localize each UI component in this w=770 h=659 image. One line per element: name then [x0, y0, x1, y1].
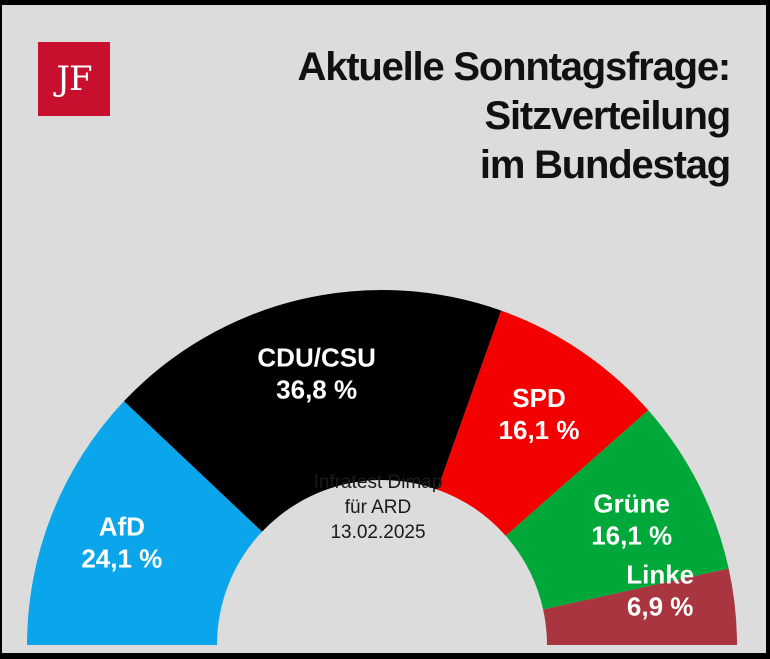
title-line-2: Sitzverteilung — [484, 94, 732, 138]
source-line-2: für ARD — [345, 497, 412, 518]
label-cdu-csu-value: 36,8 % — [276, 375, 357, 405]
label-cdu-csu-name: CDU/CSU — [257, 343, 375, 373]
segment-afd — [27, 401, 263, 645]
chart-card: JF Aktuelle Sonntagsfrage: Sitzverteilun… — [2, 5, 766, 653]
source-line-3: 13.02.2025 — [330, 522, 425, 543]
segment-cdu-csu — [123, 290, 502, 532]
segment-spd — [437, 310, 649, 536]
source-line-1: Infratest Dimap — [314, 472, 443, 493]
chart-title: Aktuelle Sonntagsfrage: Sitzverteilung i… — [170, 43, 732, 190]
jf-logo: JF — [38, 42, 110, 116]
logo-text: JF — [56, 59, 92, 99]
segment-gr-ne — [505, 410, 729, 610]
label-spd-name: SPD — [512, 383, 565, 413]
segment-linke — [543, 568, 737, 645]
label-gr-ne-value: 16,1 % — [591, 520, 672, 550]
label-linke-value: 6,9 % — [627, 591, 694, 621]
label-afd-name: AfD — [99, 512, 145, 542]
label-gr-ne-name: Grüne — [593, 488, 670, 518]
title-line-3: im Bundestag — [479, 143, 731, 187]
label-afd-value: 24,1 % — [81, 544, 162, 574]
label-spd-value: 16,1 % — [499, 415, 580, 445]
label-linke-name: Linke — [626, 559, 694, 589]
title-line-1: Aktuelle Sonntagsfrage: — [297, 45, 732, 89]
